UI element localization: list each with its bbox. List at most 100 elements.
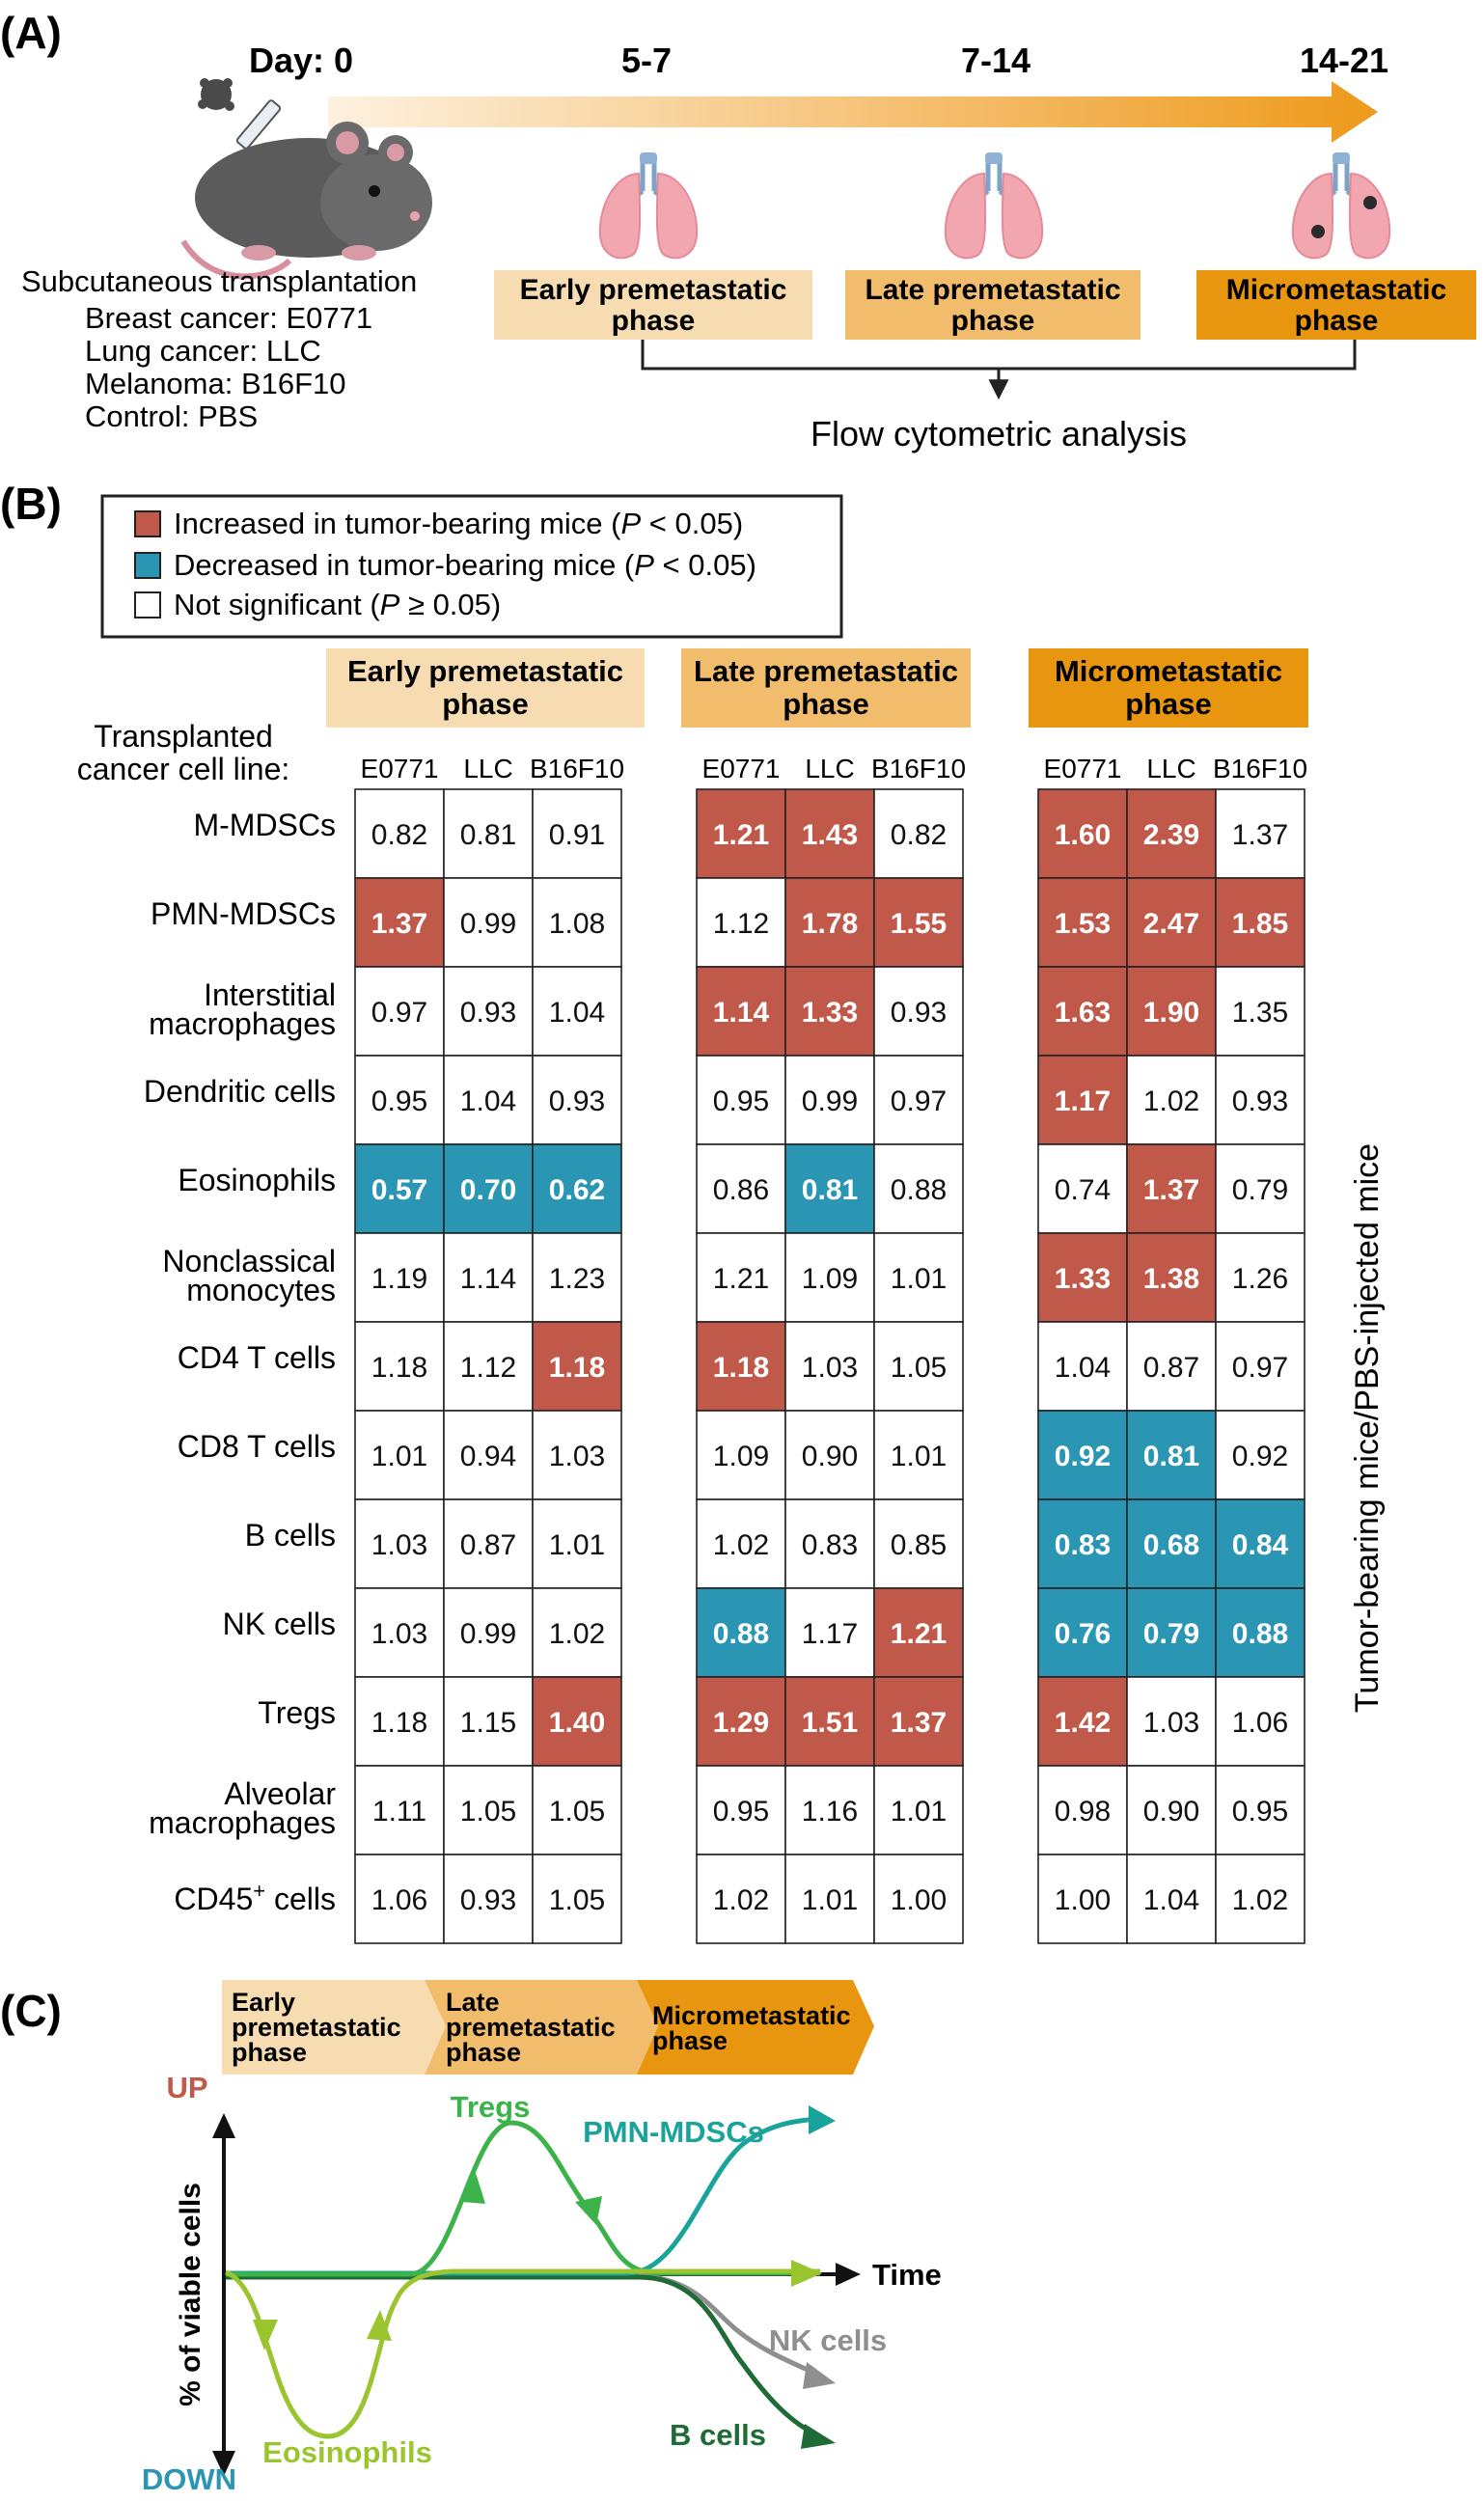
- heatmap-cell-3-12-2: [1126, 1765, 1217, 1855]
- heatmap-value-1-1-1: 0.82: [371, 819, 427, 851]
- column-label-2-e0771: E0771: [702, 754, 781, 783]
- heatmap-value-2-7-2: 1.03: [802, 1352, 858, 1384]
- heatmap-cell-3-7-2: [1126, 1321, 1217, 1412]
- heatmap-value-3-13-3: 1.02: [1232, 1884, 1288, 1916]
- heatmap-cell-1-2-2: [443, 877, 534, 968]
- heatmap-cell-2-5-3: [873, 1143, 964, 1234]
- heatmap-value-2-6-3: 1.01: [891, 1263, 947, 1295]
- heatmap-cell-3-9-3: [1215, 1498, 1305, 1589]
- heatmap-value-1-2-1: 1.37: [371, 908, 427, 940]
- legend-ns-text: Not significant (: [174, 588, 380, 621]
- heatmap-value-2-10-2: 1.17: [802, 1618, 858, 1650]
- heatmap-value-3-8-3: 0.92: [1232, 1441, 1288, 1472]
- heatmap-cell-2-1-2: [784, 788, 875, 879]
- phase-box-late: Late premetastatic phase: [845, 270, 1140, 340]
- heatmap-value-1-11-2: 1.15: [460, 1707, 516, 1739]
- curve-tregs: [226, 2120, 820, 2277]
- curve-eosinophils: [224, 2268, 820, 2439]
- heatmap-value-3-12-3: 0.95: [1232, 1796, 1288, 1828]
- curve-label-pmn-mdscs: PMN-MDSCs: [583, 2115, 764, 2149]
- heatmap-value-3-13-2: 1.04: [1143, 1884, 1199, 1916]
- phase-box-micro-line1: Micrometastatic: [1226, 274, 1446, 306]
- row-label-3-line2: macrophages: [149, 1006, 336, 1041]
- heatmap-value-3-3-2: 1.90: [1143, 997, 1199, 1029]
- chevron-micro-line1: Micrometastatic: [652, 2001, 851, 2030]
- row-label-11: Tregs: [258, 1695, 336, 1730]
- heatmap-cell-1-11-2: [443, 1676, 534, 1767]
- heatmap-value-2-13-3: 1.00: [891, 1884, 947, 1916]
- heatmap-value-2-8-1: 1.09: [713, 1441, 769, 1472]
- heatmap-cell-2-9-3: [873, 1498, 964, 1589]
- phase-box-micro-line2: phase: [1295, 305, 1379, 337]
- heatmap-value-3-10-1: 0.76: [1055, 1618, 1111, 1650]
- transplant-title: Subcutaneous transplantation: [21, 264, 417, 298]
- arrowhead-tregs-1: [462, 2173, 485, 2204]
- curve-b-cells: [226, 2274, 821, 2439]
- heatmap-value-1-8-2: 0.94: [460, 1441, 516, 1472]
- heatmap-value-3-11-2: 1.03: [1143, 1707, 1199, 1739]
- heatmap-cell-1-6-3: [532, 1232, 622, 1323]
- chevron-early-line3: phase: [232, 2038, 307, 2067]
- heatmap-value-2-5-2: 0.81: [802, 1174, 858, 1206]
- heatmap-cell-2-10-1: [696, 1587, 786, 1678]
- heatmap-cell-1-4-3: [532, 1055, 622, 1145]
- curve-label-nk-cells: NK cells: [769, 2323, 887, 2357]
- legend-increased-text: Increased in tumor-bearing mice (: [174, 507, 621, 540]
- heatmap-cell-2-3-1: [696, 966, 786, 1057]
- heatmap-cell-2-13-1: [696, 1854, 786, 1944]
- heatmap-value-1-6-2: 1.14: [460, 1263, 516, 1295]
- heatmap-value-3-4-3: 0.93: [1232, 1086, 1288, 1117]
- timeline: Day: 0 5-7 7-14 14-21: [249, 41, 1388, 143]
- heatmap-value-2-1-2: 1.43: [802, 819, 858, 851]
- heatmap-cell-2-13-2: [784, 1854, 875, 1944]
- heatmap-value-2-8-3: 1.01: [891, 1441, 947, 1472]
- heatmap-value-1-13-2: 0.93: [460, 1884, 516, 1916]
- legend-ns-tail: ≥ 0.05): [399, 588, 501, 621]
- group-header-1-line1: Early premetastatic: [347, 654, 623, 688]
- heatmap-value-1-4-3: 0.93: [549, 1086, 605, 1117]
- heatmap-cell-3-13-1: [1037, 1854, 1128, 1944]
- row-label-8: CD8 T cells: [178, 1429, 336, 1464]
- svg-text:Increased in tumor-bearing mic: Increased in tumor-bearing mice (P < 0.0…: [174, 507, 743, 540]
- chevron-late-line2: premetastatic: [446, 2013, 616, 2042]
- heatmap-cell-3-3-1: [1037, 966, 1128, 1057]
- heatmap-cell-3-5-2: [1126, 1143, 1217, 1234]
- heatmap-value-3-9-2: 0.68: [1143, 1529, 1199, 1561]
- heatmap-value-1-9-3: 1.01: [549, 1529, 605, 1561]
- legend-decreased-p: P: [634, 548, 654, 582]
- group-header-bg-1: [326, 648, 645, 728]
- heatmap-cell-2-13-3: [873, 1854, 964, 1944]
- row-label-12-line2: macrophages: [149, 1805, 336, 1840]
- heatmap-cell-1-6-1: [354, 1232, 445, 1323]
- row-label-9: B cells: [245, 1518, 336, 1553]
- heatmap-value-1-5-3: 0.62: [549, 1174, 605, 1206]
- heatmap-cell-2-2-1: [696, 877, 786, 968]
- heatmap-cell-1-11-3: [532, 1676, 622, 1767]
- heatmap-value-2-9-3: 0.85: [891, 1529, 947, 1561]
- heatmap-value-3-2-1: 1.53: [1055, 908, 1111, 940]
- heatmap: M-MDSCsPMN-MDSCsInterstitialmacrophagesD…: [144, 648, 1308, 1944]
- svg-text:Not significant (P ≥ 0.05): Not significant (P ≥ 0.05): [174, 588, 501, 621]
- heatmap-cell-3-13-3: [1215, 1854, 1305, 1944]
- heatmap-value-3-12-1: 0.98: [1055, 1796, 1111, 1828]
- legend-increased-p: P: [620, 507, 641, 540]
- heatmap-value-2-2-3: 1.55: [891, 908, 947, 940]
- heatmap-cell-1-5-2: [443, 1143, 534, 1234]
- heatmap-value-1-5-2: 0.70: [460, 1174, 516, 1206]
- heatmap-value-2-1-1: 1.21: [713, 819, 769, 851]
- group-header-2-line1: Late premetastatic: [694, 654, 958, 688]
- heatmap-value-2-4-3: 0.97: [891, 1086, 947, 1117]
- heatmap-value-1-1-2: 0.81: [460, 819, 516, 851]
- heatmap-value-3-4-1: 1.17: [1055, 1086, 1111, 1117]
- transplant-control: Control: PBS: [85, 399, 258, 433]
- heatmap-cell-3-5-3: [1215, 1143, 1305, 1234]
- arrowhead-time-line: [791, 2260, 822, 2287]
- heatmap-cell-3-7-1: [1037, 1321, 1128, 1412]
- heatmap-value-1-13-3: 1.05: [549, 1884, 605, 1916]
- heatmap-cell-2-7-3: [873, 1321, 964, 1412]
- heatmap-value-3-1-1: 1.60: [1055, 819, 1111, 851]
- phase-box-early: Early premetastatic phase: [494, 270, 812, 340]
- trend-down-label: DOWN: [142, 2462, 236, 2496]
- heatmap-value-1-8-1: 1.01: [371, 1441, 427, 1472]
- heatmap-value-3-10-3: 0.88: [1232, 1618, 1288, 1650]
